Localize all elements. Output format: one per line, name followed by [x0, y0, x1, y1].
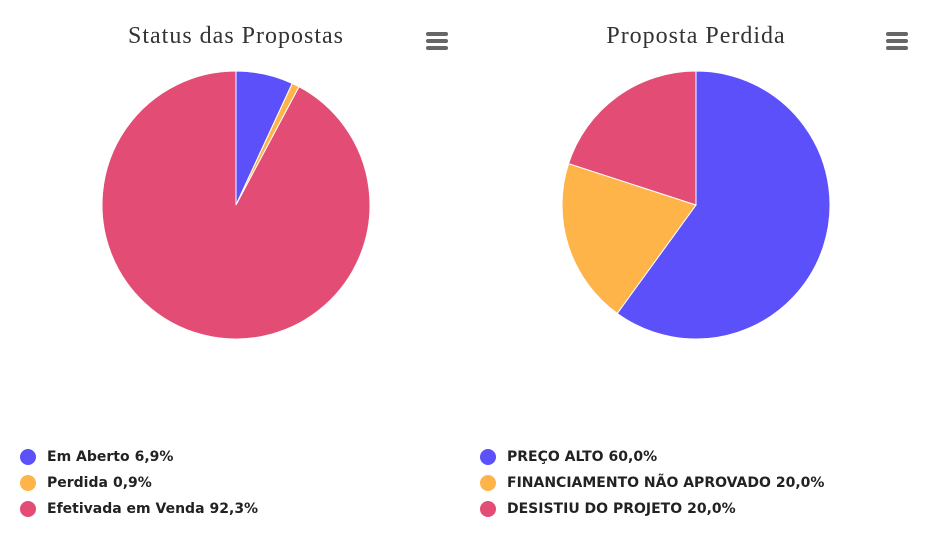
- pie-slice: [561, 162, 697, 315]
- menu-button[interactable]: [886, 32, 908, 50]
- legend-marker: [20, 449, 36, 465]
- legend-text: Efetivada em Venda 92,3%: [47, 501, 258, 517]
- pie-slice: [567, 70, 697, 206]
- legend-value: 0,9%: [113, 475, 152, 491]
- legend-label: FINANCIAMENTO NÃO APROVADO: [507, 474, 771, 491]
- legend-marker: [480, 501, 496, 517]
- legend-label: Perdida: [47, 475, 108, 491]
- legend-text: Em Aberto 6,9%: [47, 449, 173, 465]
- legend-item[interactable]: FINANCIAMENTO NÃO APROVADO 20,0%: [480, 474, 824, 491]
- menu-bar: [886, 39, 908, 43]
- chart-title: Status das Propostas: [128, 23, 344, 49]
- chart-title: Proposta Perdida: [606, 23, 785, 49]
- legend-text: FINANCIAMENTO NÃO APROVADO 20,0%: [507, 474, 824, 491]
- legend-label: DESISTIU DO PROJETO: [507, 501, 682, 517]
- menu-bar: [886, 46, 908, 50]
- menu-bar: [426, 46, 448, 50]
- legend-value: 20,0%: [687, 501, 736, 517]
- legend-text: Perdida 0,9%: [47, 475, 152, 491]
- legend-marker: [480, 449, 496, 465]
- legend-text: DESISTIU DO PROJETO 20,0%: [507, 501, 736, 517]
- menu-bar: [426, 32, 448, 36]
- legend-value: 20,0%: [776, 475, 825, 491]
- pie-slice: [616, 70, 831, 340]
- legend-item[interactable]: DESISTIU DO PROJETO 20,0%: [480, 501, 736, 517]
- legend-marker: [20, 501, 36, 517]
- legend-item[interactable]: Efetivada em Venda 92,3%: [20, 501, 258, 517]
- legend-text: PREÇO ALTO 60,0%: [507, 449, 657, 465]
- legend-label: Em Aberto: [47, 449, 130, 465]
- legend-marker: [480, 475, 496, 491]
- legend-value: 60,0%: [609, 449, 658, 465]
- legend-label: Efetivada em Venda: [47, 501, 205, 517]
- legend-value: 6,9%: [135, 449, 174, 465]
- menu-bar: [426, 39, 448, 43]
- legend-value: 92,3%: [210, 501, 259, 517]
- menu-button[interactable]: [426, 32, 448, 50]
- legend-marker: [20, 475, 36, 491]
- menu-bar: [886, 32, 908, 36]
- pie-slice: [101, 70, 371, 340]
- legend-label: PREÇO ALTO: [507, 449, 604, 465]
- legend-item[interactable]: Em Aberto 6,9%: [20, 449, 173, 465]
- legend-item[interactable]: Perdida 0,9%: [20, 475, 152, 491]
- legend-item[interactable]: PREÇO ALTO 60,0%: [480, 449, 657, 465]
